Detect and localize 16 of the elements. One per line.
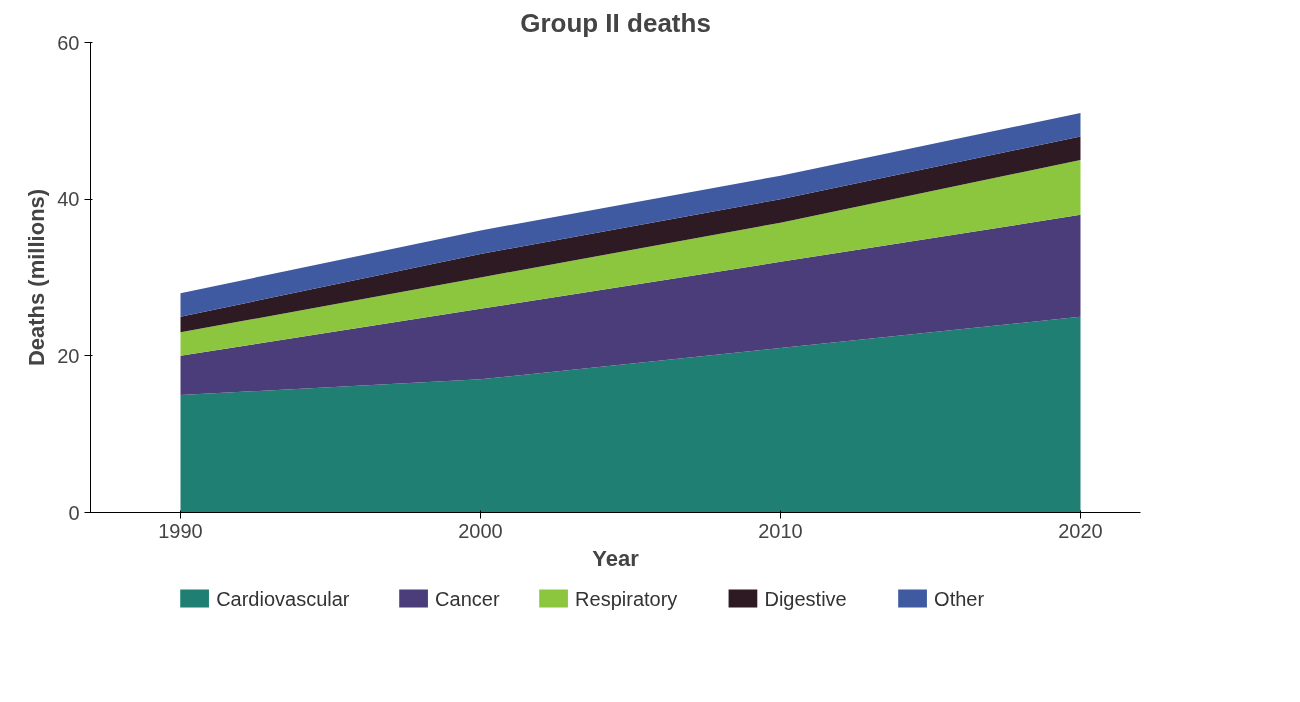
y-axis-title: Deaths (millions) xyxy=(24,188,50,367)
x-tick-label: 2020 xyxy=(1058,519,1103,542)
legend-label: Cardiovascular xyxy=(216,587,350,610)
x-tick-label: 2010 xyxy=(758,519,803,542)
legend-label: Cancer xyxy=(435,587,500,610)
legend-label: Digestive xyxy=(764,587,847,610)
y-tick-label: 40 xyxy=(57,188,80,211)
y-tick-label: 0 xyxy=(68,501,80,524)
chart-title: Group II deaths xyxy=(520,7,711,38)
x-tick-label: 1990 xyxy=(158,519,203,542)
legend-label: Other xyxy=(934,587,985,610)
x-tick-label: 2000 xyxy=(458,519,503,542)
y-tick-label: 60 xyxy=(57,31,80,54)
x-axis-title: Year xyxy=(592,545,640,571)
legend-label: Respiratory xyxy=(575,587,678,610)
y-tick-label: 20 xyxy=(57,344,80,367)
